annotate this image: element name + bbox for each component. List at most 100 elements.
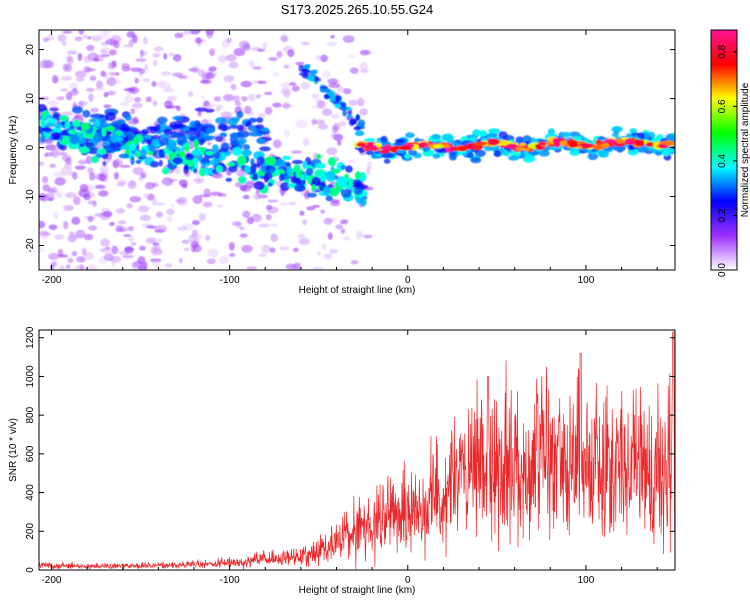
heatmap-cell: [354, 130, 365, 137]
heatmap-cell: [183, 247, 190, 251]
heatmap-cell: [347, 113, 352, 119]
heatmap-cell: [567, 141, 579, 148]
heatmap-cell: [92, 58, 100, 62]
heatmap-cell: [324, 170, 336, 179]
heatmap-cell: [78, 159, 88, 165]
heatmap-cell: [327, 232, 333, 240]
heatmap-cell: [39, 135, 46, 144]
heatmap-cell: [130, 242, 137, 246]
heatmap-cell: [90, 107, 99, 113]
heatmap-cell: [295, 61, 305, 66]
colorbar-label: Normalized spectral amplitude: [740, 82, 750, 217]
heatmap-cell: [242, 210, 251, 219]
heatmap-cell: [142, 78, 151, 83]
heatmap-cell: [124, 94, 135, 103]
heatmap-cell: [123, 234, 132, 238]
heatmap-cell: [44, 153, 49, 158]
heatmap-cell: [145, 96, 152, 103]
heatmap-cell: [457, 145, 468, 152]
heatmap-cell: [265, 214, 272, 221]
heatmap-cell: [318, 123, 328, 130]
heatmap-cell: [340, 219, 349, 225]
heatmap-cell: [239, 226, 245, 231]
heatmap-cell: [163, 53, 168, 60]
heatmap-cell: [155, 202, 166, 206]
heatmap-cell: [320, 54, 328, 63]
heatmap-cell: [404, 154, 411, 160]
heatmap-cell: [79, 184, 89, 192]
heatmap-cell: [506, 143, 518, 149]
heatmap-cell: [49, 163, 56, 168]
heatmap-cell: [293, 183, 306, 192]
heatmap-cell: [194, 107, 208, 112]
heatmap-cell: [87, 200, 97, 205]
heatmap-cell: [63, 220, 69, 230]
heatmap-cell: [219, 132, 228, 138]
heatmap-cell: [338, 120, 347, 127]
heatmap-cell: [107, 61, 116, 70]
heatmap-cell: [235, 221, 242, 228]
heatmap-cell: [379, 149, 390, 154]
heatmap-cell: [433, 144, 444, 149]
heatmap-cell: [91, 35, 102, 42]
heatmap-cell: [189, 30, 201, 35]
heatmap-cell: [359, 62, 368, 71]
heatmap-cell: [498, 131, 508, 139]
heatmap-cell: [185, 152, 194, 161]
heatmap-cell: [320, 209, 325, 214]
snr-y-tick-label: 1000: [25, 365, 36, 388]
heatmap-cell: [220, 123, 228, 132]
snr-y-tick-label: 1200: [25, 326, 36, 349]
heatmap-cell: [142, 36, 148, 45]
heatmap-cell: [174, 57, 180, 63]
heatmap-cell: [336, 176, 348, 187]
heatmap-cell: [312, 266, 324, 270]
heatmap-cell: [282, 155, 291, 161]
heatmap-cell: [80, 122, 91, 131]
heatmap-cell: [293, 164, 301, 173]
heatmap-cell: [62, 63, 69, 72]
heatmap-cell: [152, 59, 158, 67]
heatmap-cell: [627, 148, 639, 156]
heatmap-cell: [200, 159, 211, 164]
heatmap-cell: [122, 254, 134, 259]
heatmap-cell: [109, 71, 117, 76]
heatmap-cell: [301, 68, 307, 72]
heatmap-cell: [67, 234, 77, 243]
heatmap-cell: [200, 95, 206, 99]
heatmap-cell: [89, 75, 97, 81]
heatmap-cell: [169, 52, 175, 57]
heatmap-cell: [246, 266, 258, 270]
heatmap-cell: [176, 196, 188, 206]
heatmap-cell: [256, 117, 264, 123]
heatmap-cell: [232, 146, 243, 157]
heatmap-cell: [370, 145, 378, 149]
heatmap-cell: [291, 85, 300, 92]
heatmap-cell: [118, 153, 130, 159]
heatmap-cell: [359, 196, 367, 207]
heatmap-cell: [276, 169, 285, 175]
heatmap-cell: [233, 95, 240, 104]
heatmap-cell: [233, 47, 246, 57]
heatmap-cell: [162, 87, 175, 93]
heatmap-cell: [329, 94, 336, 102]
heatmap-cell: [228, 242, 235, 251]
heatmap-cell: [312, 69, 318, 75]
heatmap-cell: [97, 148, 108, 155]
heatmap-cell: [268, 56, 278, 62]
heatmap-cell: [88, 93, 94, 102]
heatmap-cell: [42, 37, 50, 42]
heatmap-cell: [152, 100, 158, 107]
heatmap-cell: [360, 69, 370, 74]
heatmap-cell: [178, 130, 186, 138]
heatmap-cell: [95, 80, 104, 89]
heatmap-cell: [283, 64, 290, 69]
heatmap-cell: [604, 147, 613, 152]
heatmap-cell: [203, 135, 216, 140]
heatmap-cell: [295, 171, 301, 178]
heatmap-cell: [155, 224, 168, 233]
heatmap-cell: [243, 106, 252, 115]
heatmap-cell: [75, 71, 87, 79]
heatmap-cell: [371, 153, 378, 159]
